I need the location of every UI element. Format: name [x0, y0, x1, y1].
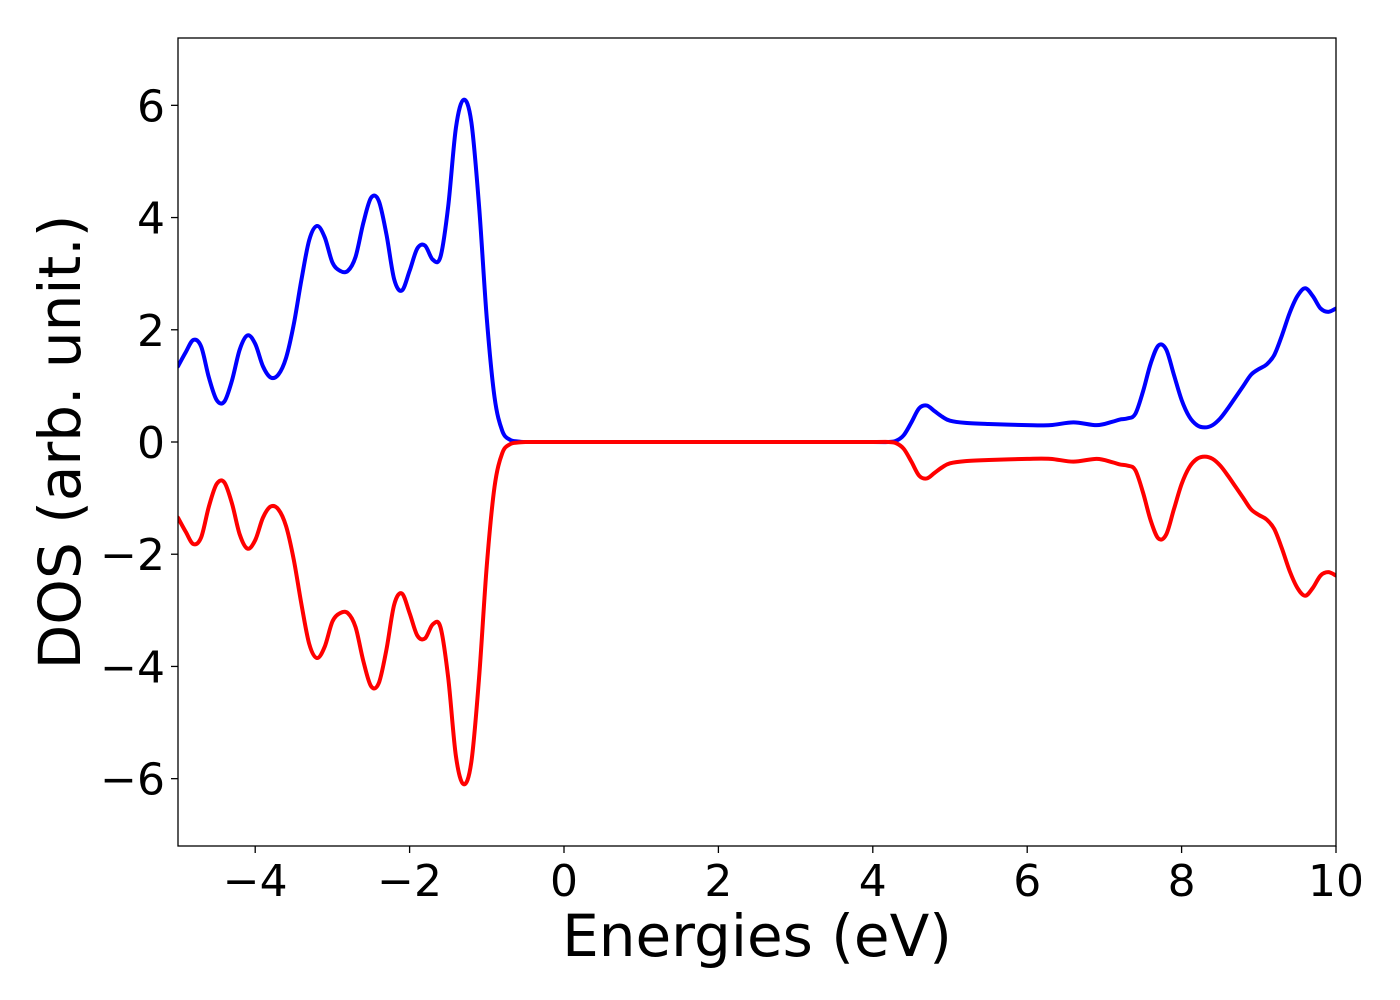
x-axis-label: Energies (eV)	[562, 902, 952, 970]
x-tick-label: 0	[550, 856, 578, 907]
x-tick-label: 6	[1013, 856, 1041, 907]
y-tick-label: −6	[100, 755, 165, 806]
y-axis-ticks: −6 −4 −2 0 2 4 6	[100, 81, 178, 806]
x-tick-label: 4	[859, 856, 887, 907]
x-tick-label: 10	[1308, 856, 1364, 907]
spin-down-line	[178, 439, 1336, 787]
x-tick-label: −4	[223, 856, 288, 907]
y-tick-label: 4	[137, 194, 165, 245]
y-tick-label: 2	[137, 306, 165, 357]
y-tick-label: 6	[137, 81, 165, 132]
y-tick-label: −4	[100, 642, 165, 693]
x-tick-label: 2	[704, 856, 732, 907]
y-tick-label: −2	[100, 530, 165, 581]
y-axis-label: DOS (arb. unit.)	[26, 215, 94, 670]
x-tick-label: −2	[377, 856, 442, 907]
series-layer	[178, 97, 1336, 787]
y-tick-label: 0	[137, 418, 165, 469]
x-tick-label: 8	[1168, 856, 1196, 907]
x-axis-ticks: −4 −2 0 2 4 6 8 10	[223, 846, 1364, 907]
